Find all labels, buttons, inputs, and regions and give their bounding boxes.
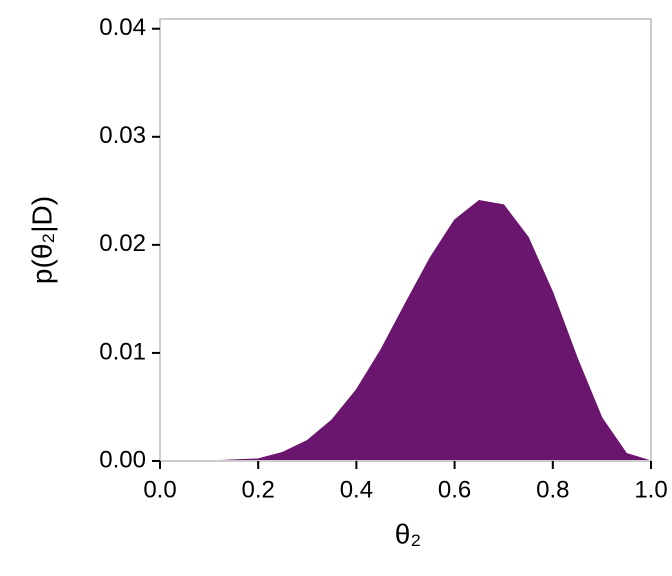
plot-frame: [159, 18, 652, 462]
x-tick-label: 1.0: [634, 476, 667, 503]
x-tick-label: 0.2: [242, 476, 275, 503]
density-area: [160, 200, 652, 462]
y-tick-label: 0.01: [99, 338, 146, 365]
y-tick-label: 0.04: [99, 14, 146, 41]
x-axis-label: θ₂: [395, 518, 421, 549]
x-tick-label: 0.6: [438, 476, 471, 503]
x-tick-label: 0.8: [536, 476, 569, 503]
x-tick-label: 0.0: [143, 476, 176, 503]
x-tick-label: 0.4: [340, 476, 373, 503]
y-tick-label: 0.03: [99, 122, 146, 149]
y-axis-label: p(θ₂|D): [26, 196, 57, 284]
y-tick-label: 0.02: [99, 230, 146, 257]
y-tick-label: 0.00: [99, 446, 146, 473]
